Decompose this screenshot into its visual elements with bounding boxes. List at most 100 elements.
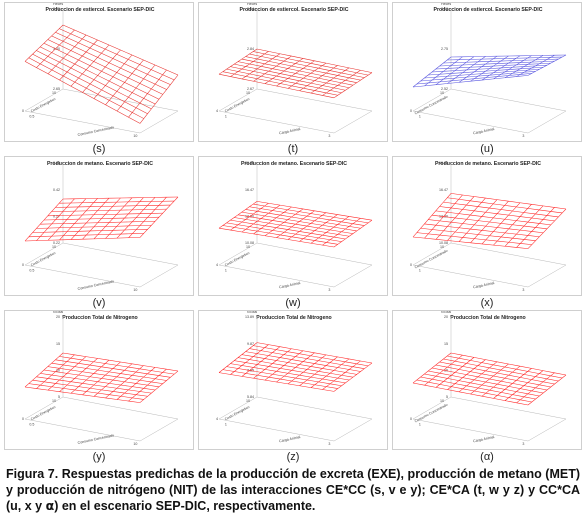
panel-label-y: (y) xyxy=(92,451,106,463)
mesh-line-v xyxy=(428,219,544,234)
z-tick-label: 10.08 xyxy=(245,241,254,245)
mesh-line-v xyxy=(424,223,540,237)
z-tick-label: 20.08 xyxy=(245,161,254,165)
x-tick-label: 10 xyxy=(440,91,444,95)
mesh-line-u xyxy=(333,219,373,248)
x-tick-label: 0 xyxy=(22,417,24,421)
x-tick-label: 10 xyxy=(52,245,56,249)
mesh-line-v xyxy=(51,362,167,381)
mesh-line-v xyxy=(416,232,532,245)
surface-plot-x: Produccion de metano. Escenario SEP-DIC 1… xyxy=(392,156,582,296)
surface-svg-z: Produccion Total de NitrogenoNTotal13.89… xyxy=(216,311,373,446)
y-axis-label: Consumo Concentrado xyxy=(77,433,114,445)
y-tick-label: 0.5 xyxy=(29,422,34,426)
surface-mesh xyxy=(412,352,567,406)
panel-label-v: (v) xyxy=(92,297,106,309)
plot-title: Produccion Total de Nitrogeno xyxy=(256,315,331,321)
z-tick-label: 2.52 xyxy=(441,87,448,91)
z-tick-label: 19.66 xyxy=(439,161,448,165)
z-axis-label: Heces xyxy=(247,3,257,6)
mesh-line-v xyxy=(431,64,548,73)
plot-title: Produccion Total de Nitrogeno xyxy=(62,315,137,321)
mesh-line-v xyxy=(36,376,152,394)
mesh-line-v xyxy=(249,53,365,78)
x-axis-label: Costo Energetico xyxy=(224,251,250,267)
mesh-line-v xyxy=(237,61,354,86)
panel-label-t: (t) xyxy=(287,143,299,155)
mesh-line-v xyxy=(230,66,346,91)
z-tick-label: 2.75 xyxy=(441,47,448,51)
mesh-line-v xyxy=(43,216,160,221)
mesh-line-v xyxy=(439,60,555,67)
mesh-line-v xyxy=(222,369,338,389)
floor-plane xyxy=(218,242,373,288)
x-tick-label: 0 xyxy=(410,417,412,421)
mesh-line-v xyxy=(439,206,555,222)
x-tick-label: 4 xyxy=(216,417,218,421)
mesh-line-v xyxy=(443,201,559,218)
floor-plane xyxy=(412,88,567,134)
floor-plane xyxy=(218,88,373,134)
mesh-line-v xyxy=(28,233,144,238)
z-tick-label: 15 xyxy=(444,342,448,346)
mesh-line-v xyxy=(24,386,141,403)
panel-label-s: (s) xyxy=(92,143,106,155)
z-axis-label: NTotal xyxy=(247,311,257,314)
y-axis-label: Carga Animal xyxy=(473,281,495,289)
x-axis-label: Costo Energetico xyxy=(224,97,250,113)
surface-svg-v: Produccion de metano. Escenario SEP-DIC0… xyxy=(22,161,179,292)
z-axis-label: Heces xyxy=(53,3,63,6)
mesh-line-v xyxy=(62,196,179,200)
caption-suffix: ) en el escenario SEP-DIC, respectivamen… xyxy=(54,499,316,513)
mesh-line-v xyxy=(55,32,171,85)
plot-title: Produccion Total de Nitrogeno xyxy=(450,315,525,321)
y-tick-label: 3 xyxy=(522,442,524,446)
mesh-line-v xyxy=(420,376,536,400)
mesh-line-v xyxy=(443,58,559,64)
mesh-line-v xyxy=(62,24,179,76)
surface-plot-u: Produccion de estiercol. Escenario SEP-D… xyxy=(392,2,582,142)
y-tick-label: 1 xyxy=(225,268,227,272)
mesh-line-v xyxy=(420,71,536,82)
x-tick-label: 10 xyxy=(52,399,56,403)
y-tick-label: 1 xyxy=(419,422,421,426)
x-tick-label: 0 xyxy=(410,109,412,113)
surface-mesh xyxy=(218,342,373,392)
surface-mesh xyxy=(218,48,373,99)
mesh-line-v xyxy=(253,345,369,367)
z-axis-label: NTotal xyxy=(53,311,63,314)
surface-plot-s: Produccion de estiercol. Escenario SEP-D… xyxy=(4,2,194,142)
panel-label-x: (x) xyxy=(480,297,494,309)
surface-mesh xyxy=(24,196,179,242)
y-axis-label: Carga Animal xyxy=(473,127,495,135)
mesh-line-v xyxy=(447,355,563,379)
caption-prefix: Figura 7. Respuestas predichas de la pro… xyxy=(6,467,580,513)
mesh-line-v xyxy=(55,204,171,208)
mesh-line-v xyxy=(447,197,563,214)
mesh-line-v xyxy=(40,220,156,225)
x-tick-label: 10 xyxy=(246,91,250,95)
mesh-line-v xyxy=(416,73,532,85)
y-tick-label: 10 xyxy=(133,288,137,292)
mesh-line-v xyxy=(428,370,544,394)
mesh-line-v xyxy=(256,48,373,73)
y-tick-label: 10 xyxy=(133,134,137,138)
floor-plane xyxy=(412,242,567,288)
x-axis-label: Costo Energetico xyxy=(224,405,250,421)
z-axis-label: Heces xyxy=(441,3,451,6)
z-tick-label: 0.27 xyxy=(53,215,60,219)
mesh-line-v xyxy=(412,236,529,249)
z-tick-label: 16.47 xyxy=(439,188,448,192)
mesh-line-v xyxy=(222,225,338,245)
mesh-line-v xyxy=(450,54,567,58)
mesh-line-v xyxy=(412,75,529,88)
surface-plot-alpha: Produccion Total de Nitrogeno NTotal 20 15 1… xyxy=(392,310,582,450)
mesh-line-v xyxy=(47,39,163,95)
floor-plane xyxy=(24,396,179,442)
z-tick-label: 9.87 xyxy=(247,342,254,346)
mesh-line-v xyxy=(447,56,563,61)
mesh-line-v xyxy=(218,227,335,248)
mesh-line-v xyxy=(230,363,346,384)
mesh-line-v xyxy=(230,219,346,240)
mesh-line-v xyxy=(249,348,365,369)
